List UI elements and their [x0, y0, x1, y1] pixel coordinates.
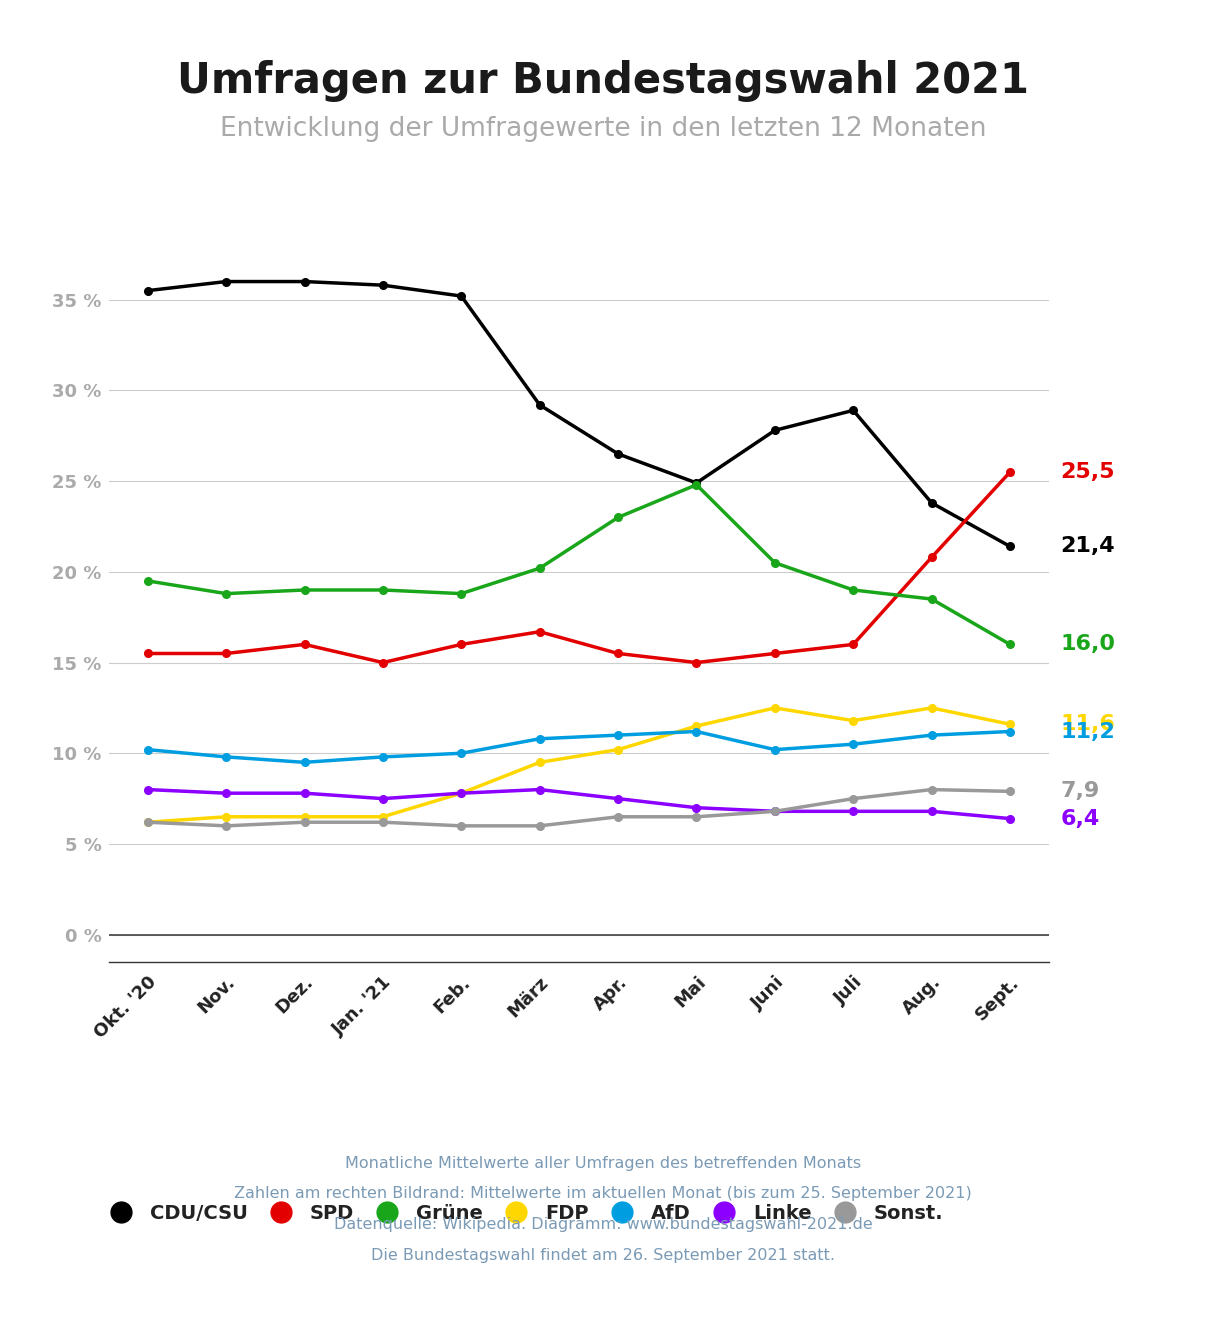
- Text: Entwicklung der Umfragewerte in den letzten 12 Monaten: Entwicklung der Umfragewerte in den letz…: [219, 116, 987, 142]
- Text: 11,2: 11,2: [1060, 721, 1116, 741]
- Text: Zahlen am rechten Bildrand: Mittelwerte im aktuellen Monat (bis zum 25. Septembe: Zahlen am rechten Bildrand: Mittelwerte …: [234, 1186, 972, 1201]
- Legend: CDU/CSU, SPD, Grüne, FDP, AfD, Linke, Sonst.: CDU/CSU, SPD, Grüne, FDP, AfD, Linke, So…: [93, 1196, 952, 1230]
- Text: 11,6: 11,6: [1060, 715, 1116, 735]
- Text: Datenquelle: Wikipedia. Diagramm: www.bundestagswahl-2021.de: Datenquelle: Wikipedia. Diagramm: www.bu…: [334, 1217, 872, 1232]
- Text: 6,4: 6,4: [1060, 808, 1100, 828]
- Text: Monatliche Mittelwerte aller Umfragen des betreffenden Monats: Monatliche Mittelwerte aller Umfragen de…: [345, 1156, 861, 1170]
- Text: 7,9: 7,9: [1060, 782, 1100, 802]
- Text: 21,4: 21,4: [1060, 537, 1116, 556]
- Text: 25,5: 25,5: [1060, 462, 1114, 482]
- Text: Die Bundestagswahl findet am 26. September 2021 statt.: Die Bundestagswahl findet am 26. Septemb…: [371, 1248, 835, 1263]
- Text: Umfragen zur Bundestagswahl 2021: Umfragen zur Bundestagswahl 2021: [177, 60, 1029, 102]
- Text: 16,0: 16,0: [1060, 635, 1116, 655]
